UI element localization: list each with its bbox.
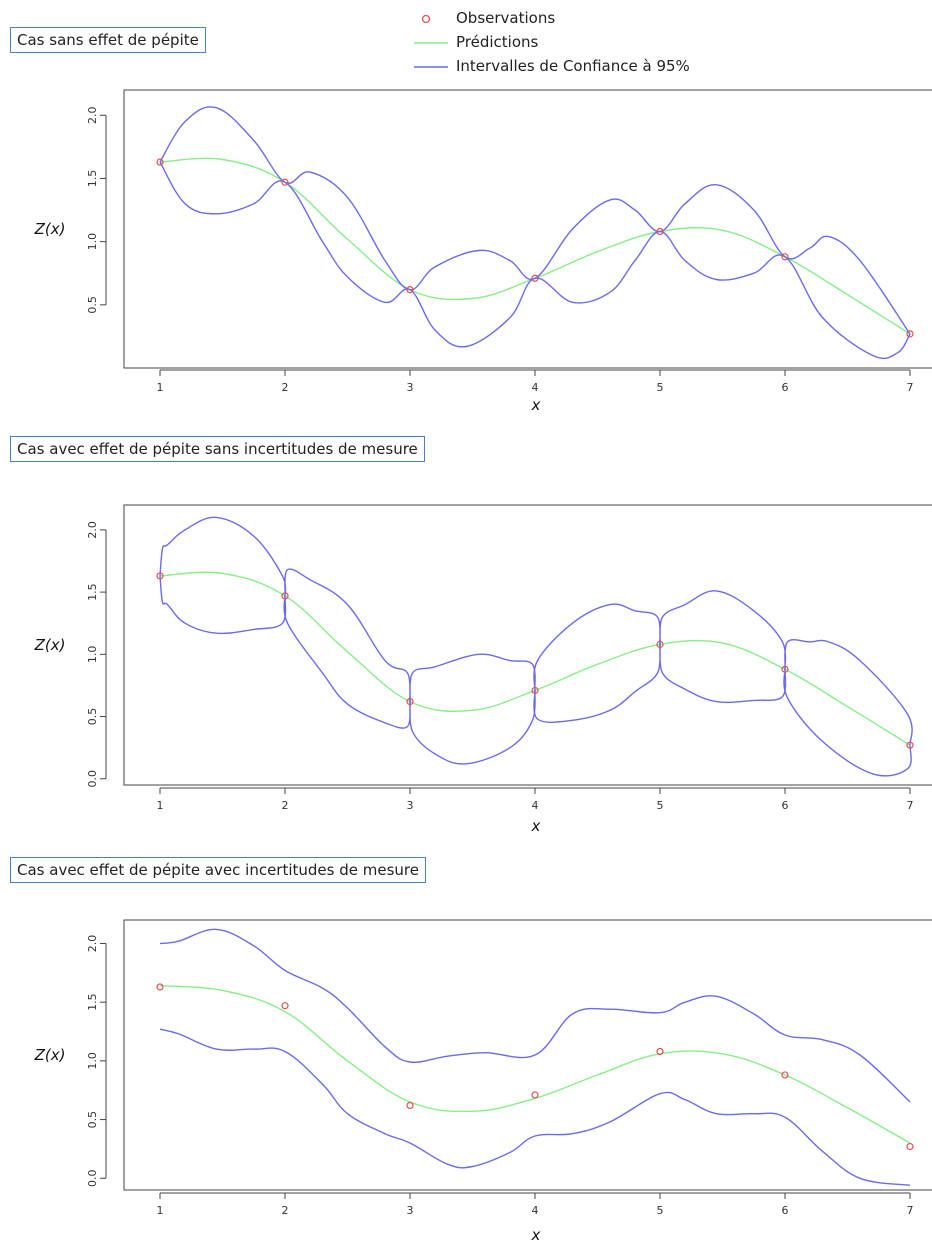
observation-point bbox=[531, 686, 539, 695]
y-tick-label: 0.0 bbox=[86, 770, 99, 788]
observation-point bbox=[781, 253, 789, 261]
x-tick-label: 5 bbox=[657, 1204, 664, 1217]
interval-line-icon bbox=[412, 59, 450, 73]
x-tick-label: 1 bbox=[157, 1204, 164, 1217]
observation-point bbox=[906, 330, 914, 338]
lower-confidence-line bbox=[159, 575, 912, 777]
x-tick-label: 2 bbox=[282, 1204, 289, 1217]
observation-point bbox=[156, 158, 164, 166]
chart-panel-2: 1 2 3 4 5 6 7 x 0.0 0.5 1.0 1.5 2.0 Z(x) bbox=[34, 504, 932, 835]
prediction-line bbox=[159, 985, 911, 1144]
x-tick-label: 3 bbox=[407, 799, 414, 812]
x-tick-label: 1 bbox=[157, 381, 164, 394]
y-axis-label: Z(x) bbox=[34, 1046, 66, 1064]
plot-frame bbox=[123, 89, 932, 369]
y-tick-label: 2.0 bbox=[86, 935, 99, 953]
upper-confidence-line bbox=[159, 106, 911, 335]
observation-point bbox=[906, 741, 914, 749]
panel-title-3: Cas avec effet de pépite avec incertitud… bbox=[10, 857, 426, 883]
plot-frame bbox=[123, 504, 932, 786]
x-tick-label: 7 bbox=[907, 1204, 914, 1217]
chart-panel-1: 1 2 3 4 5 6 7 x 0.5 1.0 1.5 2.0 Z(x) bbox=[34, 89, 932, 414]
legend-item-intervals: Intervalles de Confiance à 95% bbox=[412, 54, 690, 78]
observation-marker-icon bbox=[412, 11, 450, 25]
observation-point bbox=[406, 698, 414, 706]
legend-label-intervals: Intervalles de Confiance à 95% bbox=[456, 57, 690, 75]
y-tick-label: 1.5 bbox=[86, 583, 99, 601]
y-axis-label: Z(x) bbox=[34, 220, 66, 238]
x-tick-label: 5 bbox=[657, 381, 664, 394]
observation-point bbox=[781, 665, 789, 673]
legend-item-observations: Observations bbox=[412, 6, 555, 30]
chart-legend: Observations Prédictions Intervalles de … bbox=[412, 4, 772, 84]
lower-confidence-line bbox=[159, 1028, 911, 1186]
x-tick-label: 1 bbox=[157, 799, 164, 812]
prediction-line bbox=[159, 571, 911, 746]
x-tick-label: 5 bbox=[657, 799, 664, 812]
observation-point bbox=[281, 178, 289, 186]
panel-title-2: Cas avec effet de pépite sans incertitud… bbox=[10, 436, 425, 462]
y-tick-label: 1.5 bbox=[86, 170, 99, 188]
observation-point bbox=[531, 274, 539, 282]
observation-point bbox=[281, 1002, 289, 1010]
observation-point bbox=[406, 1101, 414, 1110]
x-tick-label: 3 bbox=[407, 381, 414, 394]
observation-point bbox=[531, 1091, 539, 1099]
y-tick-label: 0.5 bbox=[86, 708, 99, 726]
x-tick-label: 4 bbox=[532, 799, 539, 812]
observation-point bbox=[406, 286, 414, 294]
x-tick-label: 4 bbox=[532, 381, 539, 394]
x-axis-label: x bbox=[531, 817, 541, 835]
legend-item-predictions: Prédictions bbox=[412, 30, 538, 54]
lower-confidence-line bbox=[159, 161, 911, 360]
legend-label-predictions: Prédictions bbox=[456, 33, 539, 51]
observation-point bbox=[906, 1142, 914, 1151]
y-tick-label: 0.5 bbox=[86, 1111, 99, 1129]
x-tick-label: 2 bbox=[282, 799, 289, 812]
y-tick-label: 2.0 bbox=[86, 107, 99, 125]
x-tick-label: 6 bbox=[782, 1204, 789, 1217]
y-tick-label: 0.0 bbox=[86, 1170, 99, 1188]
x-tick-label: 6 bbox=[782, 381, 789, 394]
y-tick-label: 2.0 bbox=[86, 521, 99, 539]
y-tick-label: 0.5 bbox=[86, 296, 99, 314]
observation-point bbox=[281, 592, 289, 600]
observation-point bbox=[656, 640, 664, 648]
observation-point bbox=[656, 1047, 664, 1056]
y-tick-label: 1.0 bbox=[86, 646, 99, 664]
legend-label-observations: Observations bbox=[456, 9, 556, 27]
y-tick-label: 1.0 bbox=[86, 233, 99, 251]
observation-point bbox=[156, 572, 164, 580]
x-tick-label: 3 bbox=[407, 1204, 414, 1217]
upper-confidence-line bbox=[159, 516, 913, 746]
x-tick-label: 7 bbox=[907, 799, 914, 812]
x-tick-label: 6 bbox=[782, 799, 789, 812]
panel-title-1: Cas sans effet de pépite bbox=[10, 27, 206, 53]
observation-point bbox=[656, 227, 664, 236]
observation-point bbox=[781, 1071, 789, 1079]
x-tick-label: 7 bbox=[907, 381, 914, 394]
y-tick-label: 1.5 bbox=[86, 993, 99, 1011]
x-axis-label: x bbox=[531, 1226, 541, 1244]
upper-confidence-line bbox=[159, 928, 911, 1103]
y-axis-label: Z(x) bbox=[34, 636, 66, 654]
x-axis-label: x bbox=[531, 396, 541, 414]
plot-frame bbox=[123, 919, 932, 1191]
y-tick-label: 1.0 bbox=[86, 1052, 99, 1070]
observation-point bbox=[156, 983, 164, 991]
x-tick-label: 4 bbox=[532, 1204, 539, 1217]
x-tick-label: 2 bbox=[282, 381, 289, 394]
chart-panel-3: 1 2 3 4 5 6 7 x 0.0 0.5 1.0 1.5 2.0 Z(x) bbox=[34, 919, 932, 1244]
prediction-line-icon bbox=[412, 35, 450, 49]
